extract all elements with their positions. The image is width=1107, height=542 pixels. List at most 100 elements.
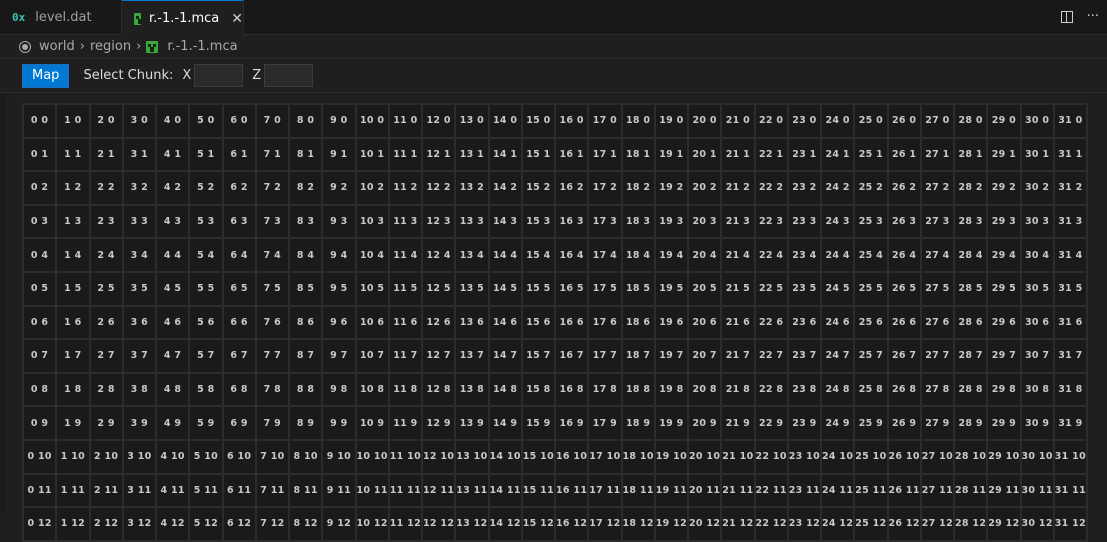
breadcrumb-world[interactable]: world <box>39 39 75 54</box>
chunk-cell[interactable]: 27 6 <box>921 306 953 339</box>
split-editor-icon[interactable] <box>1060 11 1073 23</box>
chunk-cell[interactable]: 30 5 <box>1021 272 1053 305</box>
chunk-cell[interactable]: 31 3 <box>1054 205 1086 238</box>
chunk-cell[interactable]: 0 9 <box>24 407 56 439</box>
chunk-cell[interactable]: 15 6 <box>522 306 554 339</box>
chunk-cell[interactable]: 3 5 <box>123 272 155 305</box>
chunk-cell[interactable]: 24 4 <box>822 239 854 271</box>
chunk-cell[interactable]: 18 5 <box>622 272 654 305</box>
chunk-cell[interactable]: 26 1 <box>888 138 920 171</box>
chunk-cell[interactable]: 18 2 <box>622 172 654 204</box>
chunk-cell[interactable]: 9 11 <box>323 474 355 507</box>
more-actions-icon[interactable]: ··· <box>1086 9 1099 24</box>
chunk-cell[interactable]: 31 2 <box>1054 172 1086 204</box>
chunk-cell[interactable]: 4 0 <box>157 105 189 137</box>
chunk-cell[interactable]: 4 11 <box>157 474 189 507</box>
chunk-cell[interactable]: 11 11 <box>389 474 421 507</box>
chunk-cell[interactable]: 11 7 <box>389 340 421 372</box>
chunk-cell[interactable]: 14 0 <box>489 105 521 137</box>
chunk-cell[interactable]: 22 0 <box>755 105 787 137</box>
chunk-cell[interactable]: 29 7 <box>988 340 1020 372</box>
chunk-cell[interactable]: 19 10 <box>655 440 687 473</box>
chunk-cell[interactable]: 20 12 <box>689 508 721 540</box>
chunk-cell[interactable]: 28 8 <box>955 373 987 406</box>
chunk-cell[interactable]: 27 7 <box>921 340 953 372</box>
chunk-cell[interactable]: 15 9 <box>522 407 554 439</box>
chunk-cell[interactable]: 14 2 <box>489 172 521 204</box>
chunk-cell[interactable]: 28 6 <box>955 306 987 339</box>
chunk-cell[interactable]: 20 2 <box>689 172 721 204</box>
chunk-cell[interactable]: 26 6 <box>888 306 920 339</box>
chunk-cell[interactable]: 28 4 <box>955 239 987 271</box>
chunk-cell[interactable]: 15 12 <box>522 508 554 540</box>
chunk-cell[interactable]: 24 9 <box>822 407 854 439</box>
chunk-cell[interactable]: 31 7 <box>1054 340 1086 372</box>
chunk-cell[interactable]: 17 8 <box>589 373 621 406</box>
chunk-cell[interactable]: 17 1 <box>589 138 621 171</box>
chunk-cell[interactable]: 27 8 <box>921 373 953 406</box>
chunk-cell[interactable]: 6 1 <box>223 138 255 171</box>
chunk-cell[interactable]: 8 7 <box>290 340 322 372</box>
chunk-cell[interactable]: 7 6 <box>256 306 288 339</box>
chunk-cell[interactable]: 17 3 <box>589 205 621 238</box>
chunk-cell[interactable]: 31 11 <box>1054 474 1086 507</box>
chunk-cell[interactable]: 28 2 <box>955 172 987 204</box>
chunk-cell[interactable]: 2 11 <box>90 474 122 507</box>
chunk-cell[interactable]: 14 4 <box>489 239 521 271</box>
chunk-cell[interactable]: 26 7 <box>888 340 920 372</box>
chunk-cell[interactable]: 14 7 <box>489 340 521 372</box>
chunk-cell[interactable]: 17 2 <box>589 172 621 204</box>
chunk-cell[interactable]: 3 8 <box>123 373 155 406</box>
chunk-cell[interactable]: 2 5 <box>90 272 122 305</box>
chunk-cell[interactable]: 13 11 <box>456 474 488 507</box>
chunk-cell[interactable]: 1 0 <box>57 105 89 137</box>
chunk-cell[interactable]: 4 4 <box>157 239 189 271</box>
chunk-cell[interactable]: 6 5 <box>223 272 255 305</box>
chunk-cell[interactable]: 26 12 <box>888 508 920 540</box>
chunk-cell[interactable]: 18 7 <box>622 340 654 372</box>
chunk-cell[interactable]: 30 0 <box>1021 105 1053 137</box>
chunk-cell[interactable]: 18 8 <box>622 373 654 406</box>
chunk-cell[interactable]: 30 8 <box>1021 373 1053 406</box>
chunk-cell[interactable]: 15 4 <box>522 239 554 271</box>
chunk-cell[interactable]: 5 10 <box>190 440 222 473</box>
chunk-cell[interactable]: 5 4 <box>190 239 222 271</box>
chunk-cell[interactable]: 15 10 <box>522 440 554 473</box>
chunk-cell[interactable]: 23 2 <box>788 172 820 204</box>
chunk-cell[interactable]: 3 6 <box>123 306 155 339</box>
chunk-cell[interactable]: 4 5 <box>157 272 189 305</box>
chunk-cell[interactable]: 25 0 <box>855 105 887 137</box>
chunk-cell[interactable]: 23 12 <box>788 508 820 540</box>
chunk-cell[interactable]: 5 12 <box>190 508 222 540</box>
chunk-cell[interactable]: 2 4 <box>90 239 122 271</box>
chunk-cell[interactable]: 5 8 <box>190 373 222 406</box>
chunk-cell[interactable]: 23 4 <box>788 239 820 271</box>
chunk-cell[interactable]: 30 9 <box>1021 407 1053 439</box>
chunk-cell[interactable]: 12 10 <box>423 440 455 473</box>
chunk-cell[interactable]: 10 3 <box>356 205 388 238</box>
chunk-cell[interactable]: 15 1 <box>522 138 554 171</box>
chunk-cell[interactable]: 2 9 <box>90 407 122 439</box>
chunk-cell[interactable]: 29 1 <box>988 138 1020 171</box>
chunk-cell[interactable]: 20 9 <box>689 407 721 439</box>
chunk-cell[interactable]: 24 5 <box>822 272 854 305</box>
chunk-cell[interactable]: 27 1 <box>921 138 953 171</box>
chunk-cell[interactable]: 20 4 <box>689 239 721 271</box>
chunk-cell[interactable]: 26 2 <box>888 172 920 204</box>
chunk-cell[interactable]: 26 8 <box>888 373 920 406</box>
chunk-cell[interactable]: 7 12 <box>256 508 288 540</box>
chunk-cell[interactable]: 5 1 <box>190 138 222 171</box>
chunk-cell[interactable]: 1 2 <box>57 172 89 204</box>
chunk-cell[interactable]: 0 10 <box>24 440 56 473</box>
chunk-cell[interactable]: 20 6 <box>689 306 721 339</box>
chunk-cell[interactable]: 7 7 <box>256 340 288 372</box>
chunk-cell[interactable]: 25 4 <box>855 239 887 271</box>
chunk-cell[interactable]: 21 0 <box>722 105 754 137</box>
chunk-cell[interactable]: 24 11 <box>822 474 854 507</box>
chunk-cell[interactable]: 28 3 <box>955 205 987 238</box>
chunk-cell[interactable]: 22 2 <box>755 172 787 204</box>
chunk-cell[interactable]: 12 8 <box>423 373 455 406</box>
chunk-cell[interactable]: 25 7 <box>855 340 887 372</box>
chunk-cell[interactable]: 0 7 <box>24 340 56 372</box>
chunk-cell[interactable]: 4 8 <box>157 373 189 406</box>
